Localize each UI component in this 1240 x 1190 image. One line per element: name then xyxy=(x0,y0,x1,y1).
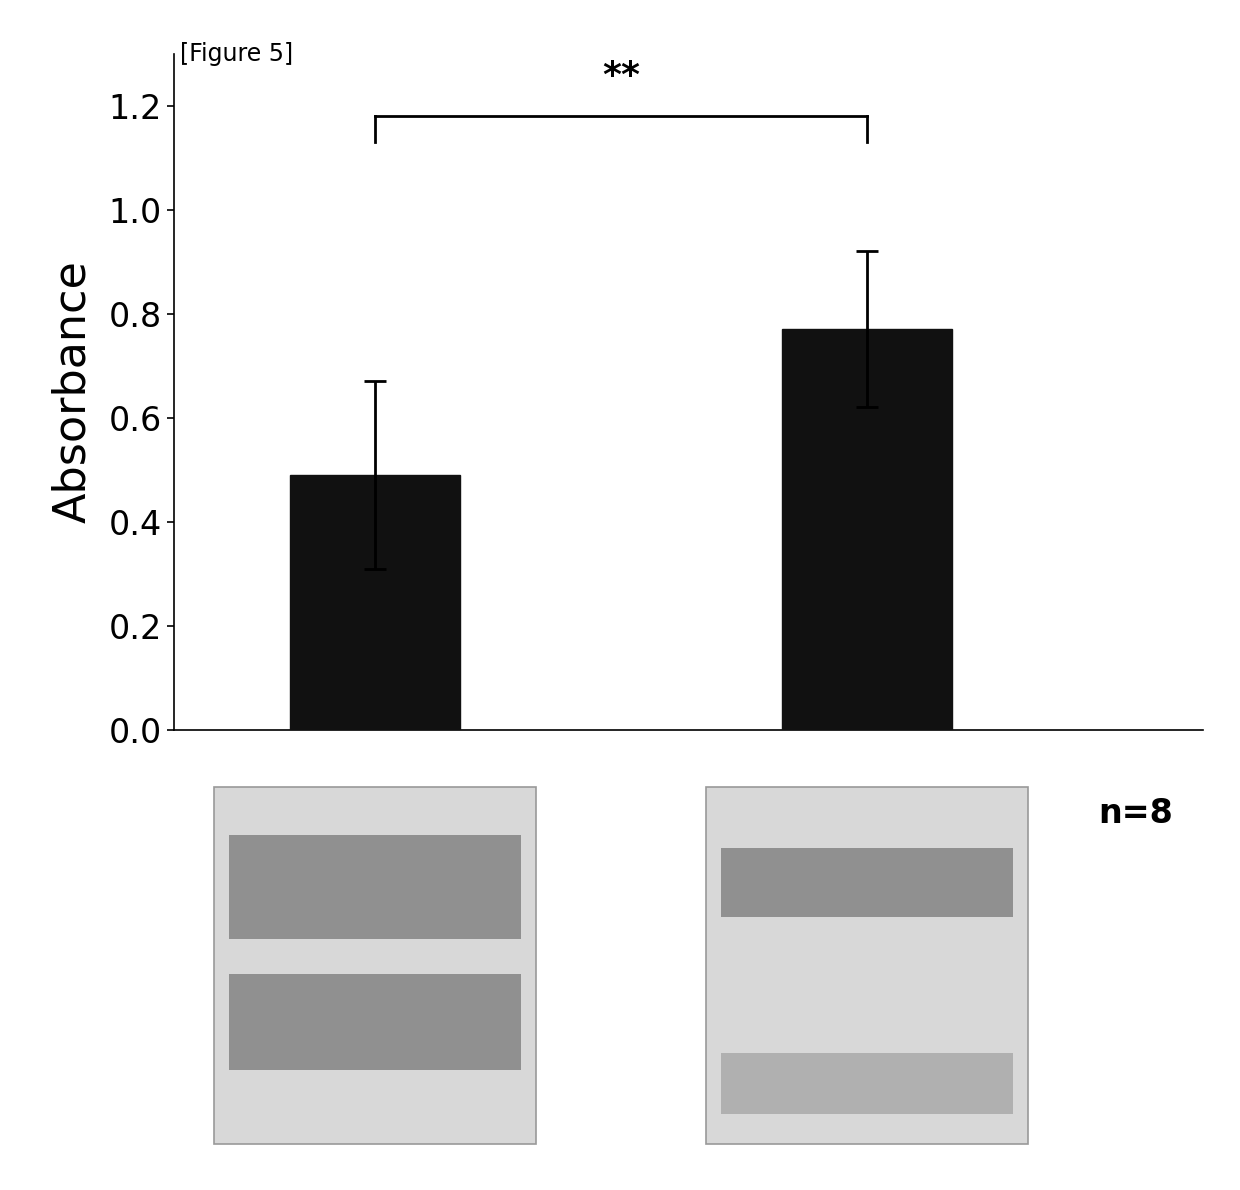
Bar xyxy=(229,975,521,1070)
Bar xyxy=(782,330,952,729)
Bar xyxy=(213,787,536,1145)
Text: [Figure 5]: [Figure 5] xyxy=(180,42,293,65)
Text: **: ** xyxy=(603,58,640,93)
Bar xyxy=(722,847,1013,917)
Bar xyxy=(290,475,460,729)
Text: EC/PCT/AST: EC/PCT/AST xyxy=(249,797,501,835)
Bar xyxy=(722,1053,1013,1114)
Bar xyxy=(706,787,1028,1145)
Text: EC/PCT-AST: EC/PCT-AST xyxy=(743,797,991,835)
Y-axis label: Absorbance: Absorbance xyxy=(52,261,94,524)
Text: n=8: n=8 xyxy=(1099,797,1173,831)
Bar xyxy=(229,834,521,939)
